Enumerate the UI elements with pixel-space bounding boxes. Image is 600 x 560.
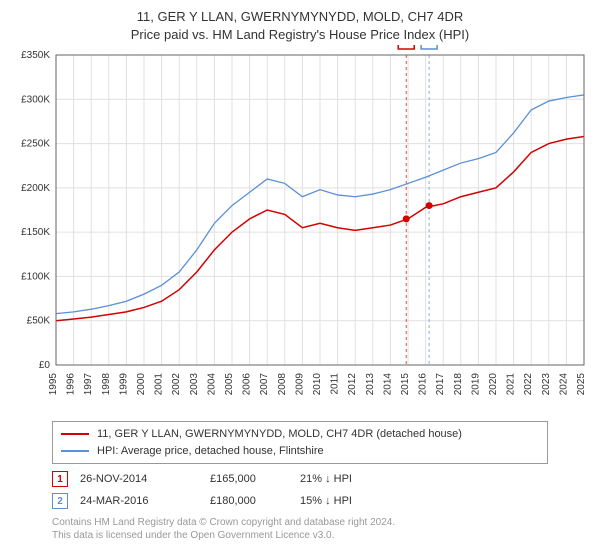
svg-text:2017: 2017 <box>435 373 446 396</box>
svg-text:£50K: £50K <box>27 316 51 327</box>
svg-text:1997: 1997 <box>83 373 94 396</box>
title-address: 11, GER Y LLAN, GWERNYMYNYDD, MOLD, CH7 … <box>8 8 592 26</box>
svg-text:2005: 2005 <box>224 373 235 396</box>
legend-item: 11, GER Y LLAN, GWERNYMYNYDD, MOLD, CH7 … <box>61 426 539 443</box>
svg-text:2021: 2021 <box>506 373 517 396</box>
svg-text:1: 1 <box>403 45 409 48</box>
title-block: 11, GER Y LLAN, GWERNYMYNYDD, MOLD, CH7 … <box>8 8 592 43</box>
sale-diff: 21% ↓ HPI <box>300 473 400 485</box>
svg-text:2011: 2011 <box>330 373 341 395</box>
svg-text:1995: 1995 <box>48 373 59 396</box>
sale-price: £165,000 <box>210 473 300 485</box>
svg-text:1998: 1998 <box>101 373 112 396</box>
svg-text:2003: 2003 <box>189 373 200 396</box>
chart-container: 11, GER Y LLAN, GWERNYMYNYDD, MOLD, CH7 … <box>0 0 600 546</box>
sale-date: 26-NOV-2014 <box>80 473 210 485</box>
chart-area: £0 £50K £100K £150K £200K £250K £300K £350K 1995… <box>8 45 592 415</box>
svg-text:2004: 2004 <box>206 373 217 396</box>
svg-text:£200K: £200K <box>21 183 50 194</box>
svg-text:2022: 2022 <box>523 373 534 396</box>
sale-diff: 15% ↓ HPI <box>300 495 400 507</box>
svg-text:2001: 2001 <box>154 373 165 396</box>
svg-text:2012: 2012 <box>347 373 358 396</box>
svg-text:2019: 2019 <box>470 373 481 396</box>
sale-marker-2: 2 <box>52 493 68 509</box>
legend-swatch-blue <box>61 450 89 452</box>
svg-text:2007: 2007 <box>259 373 270 396</box>
legend-item: HPI: Average price, detached house, Flin… <box>61 443 539 460</box>
svg-text:2002: 2002 <box>171 373 182 396</box>
sale-date: 24-MAR-2016 <box>80 495 210 507</box>
svg-text:2016: 2016 <box>418 373 429 396</box>
svg-text:1996: 1996 <box>66 373 77 396</box>
svg-text:2023: 2023 <box>541 373 552 396</box>
svg-text:£100K: £100K <box>21 272 50 283</box>
svg-text:2013: 2013 <box>365 373 376 396</box>
footer-attribution: Contains HM Land Registry data © Crown c… <box>52 516 592 542</box>
footer-line: Contains HM Land Registry data © Crown c… <box>52 516 592 529</box>
sale-marker-1: 1 <box>52 471 68 487</box>
svg-text:2018: 2018 <box>453 373 464 396</box>
svg-text:2024: 2024 <box>558 373 569 396</box>
svg-text:2: 2 <box>426 45 432 48</box>
legend-swatch-red <box>61 433 89 435</box>
svg-text:£0: £0 <box>39 360 51 371</box>
svg-text:1999: 1999 <box>118 373 129 396</box>
svg-text:£250K: £250K <box>21 139 50 150</box>
svg-text:2015: 2015 <box>400 373 411 396</box>
sale-row: 1 26-NOV-2014 £165,000 21% ↓ HPI <box>52 468 548 490</box>
svg-text:2020: 2020 <box>488 373 499 396</box>
legend: 11, GER Y LLAN, GWERNYMYNYDD, MOLD, CH7 … <box>52 421 548 464</box>
svg-text:2025: 2025 <box>576 373 587 396</box>
title-subtitle: Price paid vs. HM Land Registry's House … <box>8 26 592 44</box>
svg-text:2010: 2010 <box>312 373 323 396</box>
line-chart: £0 £50K £100K £150K £200K £250K £300K £350K 1995… <box>8 45 592 415</box>
svg-text:2008: 2008 <box>277 373 288 396</box>
legend-label: HPI: Average price, detached house, Flin… <box>97 443 324 460</box>
footer-line: This data is licensed under the Open Gov… <box>52 529 592 542</box>
svg-text:£350K: £350K <box>21 50 50 61</box>
svg-text:2009: 2009 <box>294 373 305 396</box>
svg-text:£300K: £300K <box>21 94 50 105</box>
sale-row: 2 24-MAR-2016 £180,000 15% ↓ HPI <box>52 490 548 512</box>
svg-text:2006: 2006 <box>242 373 253 396</box>
svg-text:2000: 2000 <box>136 373 147 396</box>
svg-text:£150K: £150K <box>21 227 50 238</box>
legend-label: 11, GER Y LLAN, GWERNYMYNYDD, MOLD, CH7 … <box>97 426 462 443</box>
svg-text:2014: 2014 <box>382 373 393 396</box>
sales-table: 1 26-NOV-2014 £165,000 21% ↓ HPI 2 24-MA… <box>52 468 548 512</box>
sale-price: £180,000 <box>210 495 300 507</box>
